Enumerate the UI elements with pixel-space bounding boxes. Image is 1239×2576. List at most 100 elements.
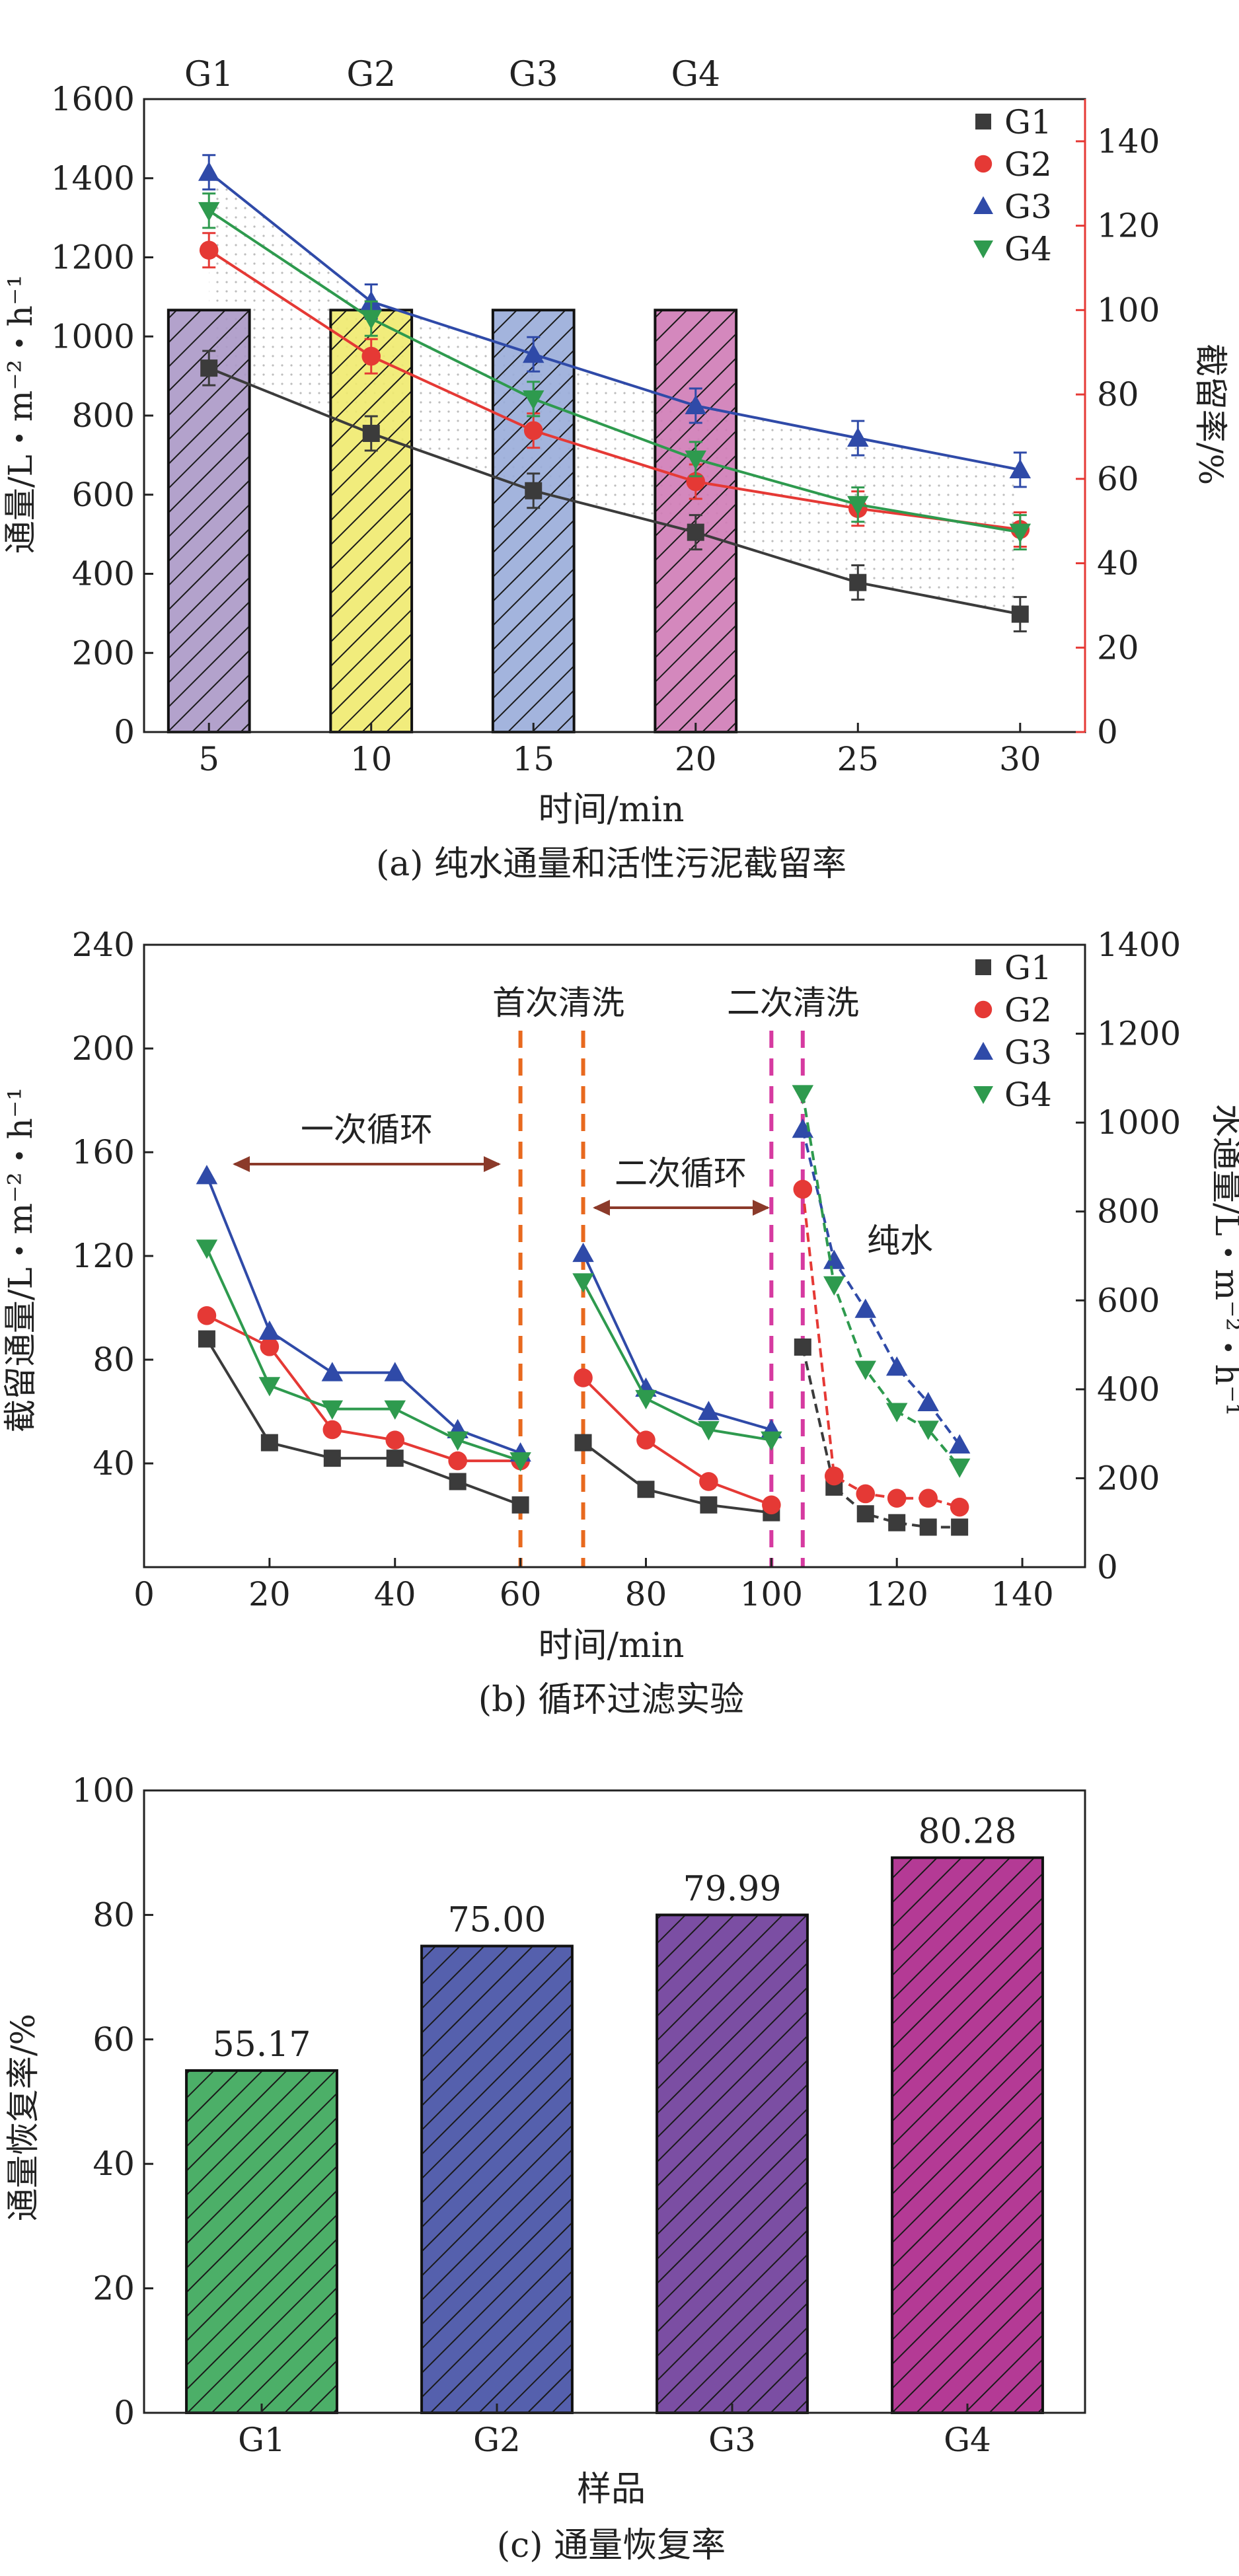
label-second-clean: 二次清洗 <box>727 984 859 1022</box>
a-top-label-G3: G3 <box>509 55 558 94</box>
b-ytick-left-label: 160 <box>72 1133 135 1171</box>
b-line-G3-seg2 <box>801 1128 961 1446</box>
a-point-G3 <box>1009 459 1032 479</box>
b-cleaning-lines <box>518 1031 805 1567</box>
c-frame <box>143 1789 1086 2414</box>
b-legend-label-G2: G2 <box>1004 991 1052 1029</box>
a-ylabel-right: 截留率/% <box>1191 344 1230 485</box>
b-ytick-left-label: 240 <box>72 926 135 964</box>
b-lines-layer <box>196 1085 971 1536</box>
b-point-G2 <box>197 1306 217 1325</box>
c-axes-layer: G1 G2 G3 G4 0 20 40 60 80 100 <box>72 1771 1086 2459</box>
b-point-G3 <box>321 1362 344 1381</box>
b-point-G3 <box>698 1401 720 1420</box>
arrow-cycle-1-left-head <box>233 1156 250 1172</box>
b-ylabel-right: 水通量/L・m⁻²・h⁻¹ <box>1208 1104 1239 1417</box>
a-line-G4 <box>208 209 1021 534</box>
b-line-G3-seg1 <box>582 1253 772 1431</box>
a-point-G3 <box>522 343 544 363</box>
b-legend-label-G1: G1 <box>1004 949 1052 987</box>
c-ytick-label: 0 <box>114 2394 135 2432</box>
b-line-G1-seg0 <box>206 1338 521 1506</box>
a-xtick-label: 15 <box>512 740 554 778</box>
a-ytick-left-label: 1400 <box>51 159 135 198</box>
a-point-G2 <box>361 346 381 366</box>
b-xlabel: 时间/min <box>539 1626 685 1666</box>
a-point-G4 <box>685 450 707 470</box>
b-ylabel-left: 截留通量/L・m⁻²・h⁻¹ <box>1 1087 40 1433</box>
a-point-G1 <box>362 424 380 442</box>
a-xtick-label: 25 <box>837 740 879 778</box>
b-line-G4-seg1 <box>582 1281 772 1442</box>
b-point-G4 <box>447 1431 469 1451</box>
b-point-G2 <box>636 1430 656 1450</box>
a-ytick-right-label: 120 <box>1097 207 1160 245</box>
a-line-G3 <box>207 171 1021 471</box>
a-ytick-right-label: 60 <box>1097 460 1139 498</box>
a-top-label-G2: G2 <box>346 55 396 94</box>
b-point-G2 <box>887 1489 907 1508</box>
label-first-clean: 首次清洗 <box>492 984 624 1022</box>
b-point-G1 <box>260 1434 278 1452</box>
b-ytick-right-label: 600 <box>1097 1281 1160 1319</box>
b-ytick-right-label: 200 <box>1097 1459 1160 1497</box>
a-shaded-band <box>209 172 1020 614</box>
c-bars-layer: 55.17 75.00 79.99 80.28 <box>185 1812 1044 2415</box>
c-bar-value-label: 79.99 <box>683 1869 782 1909</box>
b-xtick-label: 0 <box>133 1575 155 1613</box>
b-point-G4 <box>698 1420 720 1441</box>
b-point-G3 <box>384 1362 406 1381</box>
b-xtick-label: 120 <box>865 1575 928 1613</box>
b-point-G3 <box>917 1391 939 1412</box>
b-point-G2 <box>793 1179 813 1199</box>
label-cycle-2: 二次循环 <box>615 1154 747 1193</box>
b-legend-label-G4: G4 <box>1004 1076 1052 1114</box>
arrow-cycle-2-left-head <box>593 1200 610 1216</box>
a-point-G4 <box>1009 523 1032 543</box>
a-ytick-left-label: 200 <box>72 634 135 672</box>
b-point-G2 <box>919 1489 938 1508</box>
c-caption: (c) 通量恢复率 <box>497 2526 726 2565</box>
label-cycle-1: 一次循环 <box>301 1111 433 1149</box>
a-ytick-right-label: 0 <box>1097 713 1118 751</box>
a-point-G1 <box>849 573 867 591</box>
b-point-G3 <box>196 1165 218 1185</box>
a-point-G1 <box>525 482 543 499</box>
b-line-G2-seg1 <box>582 1377 772 1506</box>
b-point-G1 <box>511 1496 529 1514</box>
panel-a-chart: G1 G2 G3 G45 10 15 20 25 30020040060080010001200… <box>1 55 1230 884</box>
b-ytick-right-label: 1200 <box>1097 1015 1181 1053</box>
c-xtick-label: G1 <box>238 2421 285 2459</box>
b-frame <box>143 943 1086 1568</box>
a-ylabel-left: 通量/L・m⁻²・h⁻¹ <box>1 275 40 554</box>
b-legend-marker-G1 <box>975 959 991 975</box>
a-ytick-right-label: 100 <box>1097 291 1160 329</box>
b-point-G4 <box>635 1389 657 1410</box>
a-top-label-G4: G4 <box>671 55 720 94</box>
b-ytick-left-label: 80 <box>93 1341 135 1379</box>
a-point-G4 <box>198 202 220 222</box>
a-ytick-left-label: 1600 <box>51 80 135 118</box>
b-point-G4 <box>948 1458 971 1478</box>
a-legend-label-G2: G2 <box>1004 145 1052 184</box>
b-xtick-label: 40 <box>374 1575 416 1613</box>
a-ytick-left-label: 600 <box>72 476 135 514</box>
b-point-G4 <box>384 1400 406 1420</box>
b-point-G2 <box>574 1368 593 1387</box>
c-xlabel: 样品 <box>577 2470 646 2509</box>
b-point-G4 <box>917 1420 939 1440</box>
a-ytick-left-label: 1200 <box>51 239 135 277</box>
b-point-G2 <box>856 1484 876 1504</box>
a-ytick-left-label: 0 <box>114 713 135 751</box>
a-top-label-G1: G1 <box>184 55 234 94</box>
a-legend-label-G4: G4 <box>1004 230 1052 268</box>
c-xtick-label: G3 <box>708 2421 756 2459</box>
a-axes-layer: G1 G2 G3 G45 10 15 20 25 30020040060080010001200… <box>51 55 1160 778</box>
a-bar-hatch-G2 <box>329 309 414 734</box>
b-xtick-label: 80 <box>625 1575 667 1613</box>
b-xtick-label: 60 <box>500 1575 542 1613</box>
b-point-G2 <box>950 1497 969 1517</box>
b-legend-marker-G2 <box>974 1000 993 1019</box>
b-point-G1 <box>323 1450 341 1467</box>
